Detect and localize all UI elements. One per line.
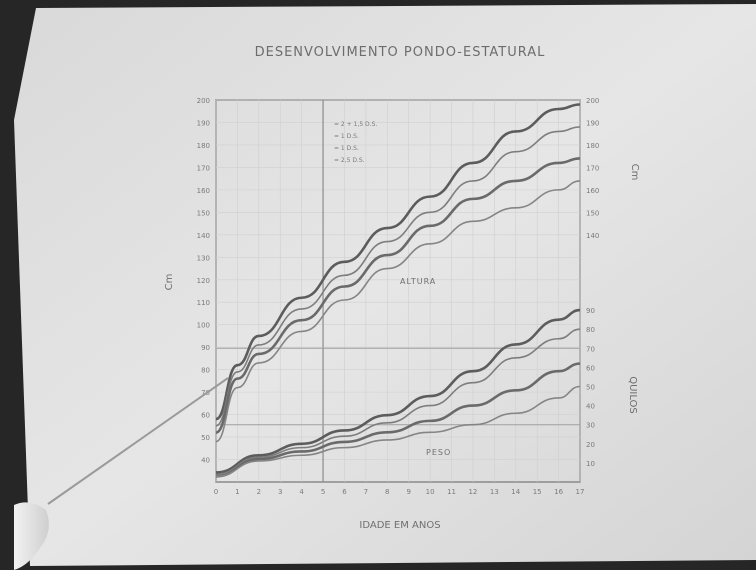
y-right-top-tick-label: 200 [586,97,599,105]
x-tick-label: 17 [576,488,585,496]
growth-curves [215,103,581,478]
y-right-top-tick-label: 190 [586,119,599,127]
x-tick-label: 11 [447,488,456,496]
y-left-tick-label: 60 [201,412,210,420]
y-right-bottom-axis-label: QUILOS [627,376,638,414]
y-left-tick-label: 200 [197,97,210,105]
y-right-top-axis-label: Cm [629,164,640,181]
y-left-axis-label: Cm [164,274,175,291]
y-right-top-tick-label: 150 [586,209,599,217]
legend: = 2 + 1,5 D.S. = 1 D.S. = 1 D.S. = 2,5 D… [334,121,377,164]
x-tick-label: 10 [426,488,435,496]
pointer-stick [47,377,229,505]
y-right-tick-labels: 140 150 160 170 180 190 200 10 20 30 40 50 60 70 80 90 [586,97,599,468]
height-curve-4 [215,180,581,443]
y-right-bottom-tick-label: 50 [586,384,595,392]
legend-item: = 1 D.S. [334,145,359,152]
height-annotation: ALTURA [400,277,436,286]
presenter-hand [14,502,49,570]
x-tick-label: 6 [342,488,347,496]
height-curve-1 [215,103,581,421]
x-tick-label: 7 [364,488,368,496]
weight-curve-2 [215,328,581,476]
weight-curve-4 [215,385,581,478]
y-right-top-tick-label: 160 [586,187,599,195]
y-right-bottom-tick-label: 90 [586,307,595,315]
x-tick-labels: 0 1 2 3 4 5 6 7 8 9 10 11 12 13 14 15 16 17 [214,488,585,496]
legend-item: = 2,5 D.S. [334,157,365,164]
weight-curve-1 [215,308,581,474]
y-left-tick-label: 140 [197,232,210,240]
weight-annotation: PESO [426,448,451,457]
legend-item: = 1 D.S. [334,133,359,140]
y-right-bottom-tick-label: 60 [586,364,595,372]
x-tick-label: 1 [235,488,239,496]
x-tick-label: 5 [321,488,325,496]
chart-title: DESENVOLVIMENTO PONDO-ESTATURAL [255,45,546,60]
y-left-tick-label: 180 [197,142,210,150]
legend-item: = 2 + 1,5 D.S. [334,121,377,128]
y-right-top-tick-label: 140 [586,232,599,240]
y-right-bottom-tick-label: 40 [586,403,595,411]
y-left-tick-label: 160 [197,187,210,195]
x-tick-label: 2 [257,488,261,496]
y-left-tick-label: 40 [201,457,210,465]
y-right-bottom-tick-label: 70 [586,345,595,353]
y-right-bottom-tick-label: 80 [586,326,595,334]
y-left-tick-label: 150 [197,209,210,217]
y-left-tick-label: 130 [197,254,210,262]
y-right-bottom-tick-label: 30 [586,422,595,430]
height-curve-2 [215,126,581,427]
y-right-bottom-tick-label: 10 [586,460,595,468]
y-left-tick-label: 80 [201,367,210,375]
y-left-tick-label: 110 [197,299,210,307]
x-tick-label: 13 [490,488,499,496]
x-tick-label: 12 [468,488,477,496]
y-right-bottom-tick-label: 20 [586,441,595,449]
x-tick-label: 0 [214,488,218,496]
x-tick-label: 3 [278,488,282,496]
height-curve-3 [215,157,581,434]
y-left-tick-label: 50 [201,434,210,442]
y-left-tick-label: 170 [197,164,210,172]
x-tick-label: 4 [299,488,304,496]
x-tick-label: 15 [533,488,542,496]
y-right-top-tick-label: 180 [586,142,599,150]
paper-sheet [14,4,756,566]
y-left-tick-label: 90 [201,344,210,352]
weight-curve-3 [215,362,581,478]
x-axis-label: IDADE EM ANOS [359,520,440,531]
y-left-tick-label: 190 [197,119,210,127]
x-tick-label: 9 [406,488,410,496]
x-tick-label: 14 [511,488,520,496]
y-left-tick-label: 120 [197,277,210,285]
y-right-top-tick-label: 170 [586,164,599,172]
y-left-tick-label: 100 [197,322,210,330]
x-tick-label: 16 [554,488,563,496]
x-tick-label: 8 [385,488,389,496]
